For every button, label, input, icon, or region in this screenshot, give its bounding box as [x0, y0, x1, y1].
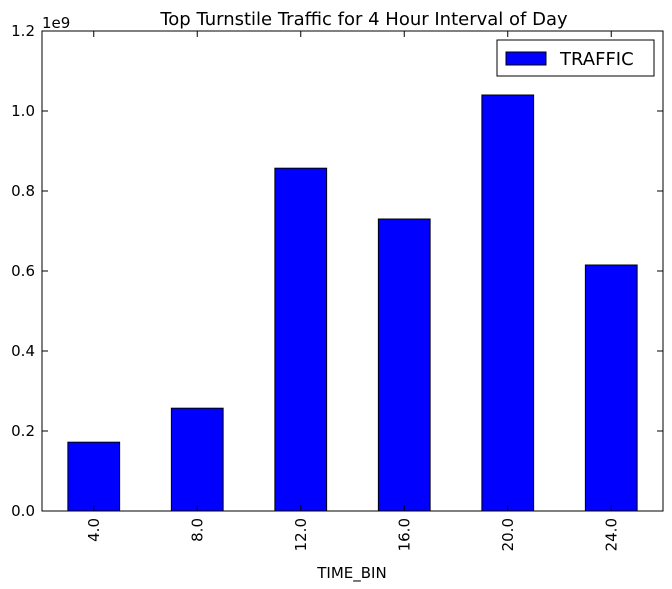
- x-tick-label: 4.0: [85, 518, 103, 542]
- bar-24.0: [584, 264, 638, 512]
- legend-swatch: [505, 51, 547, 66]
- y-tick-label: 0.4: [11, 342, 35, 360]
- x-tick-label: 16.0: [395, 518, 413, 551]
- bar-8.0: [170, 407, 224, 512]
- bar-20.0: [481, 94, 535, 512]
- y-tick-label: 0.8: [11, 182, 35, 200]
- bar-4.0: [67, 441, 121, 512]
- x-axis-ticks: 4.0 8.0 12.0 16.0 20.0 24.0: [85, 31, 620, 551]
- y-tick-label: 0.0: [11, 502, 35, 520]
- y-tick-label: 1.2: [11, 22, 35, 40]
- chart-title: Top Turnstile Traffic for 4 Hour Interva…: [159, 9, 568, 30]
- plot-frame: [41, 30, 664, 512]
- bar-16.0: [377, 218, 431, 512]
- x-tick-label: 24.0: [602, 518, 620, 551]
- x-tick-label: 12.0: [292, 518, 310, 551]
- y-axis-offset-label: 1e9: [42, 14, 70, 32]
- x-tick-label: 20.0: [499, 518, 517, 551]
- y-tick-label: 1.0: [11, 102, 35, 120]
- x-axis-title: TIME_BIN: [316, 564, 386, 583]
- bar-12.0: [274, 167, 328, 512]
- legend-label: TRAFFIC: [559, 49, 634, 70]
- y-tick-label: 0.2: [11, 422, 35, 440]
- bars: [67, 94, 638, 512]
- x-tick-label: 8.0: [188, 518, 206, 542]
- y-tick-label: 0.6: [11, 262, 35, 280]
- legend: TRAFFIC: [496, 39, 655, 77]
